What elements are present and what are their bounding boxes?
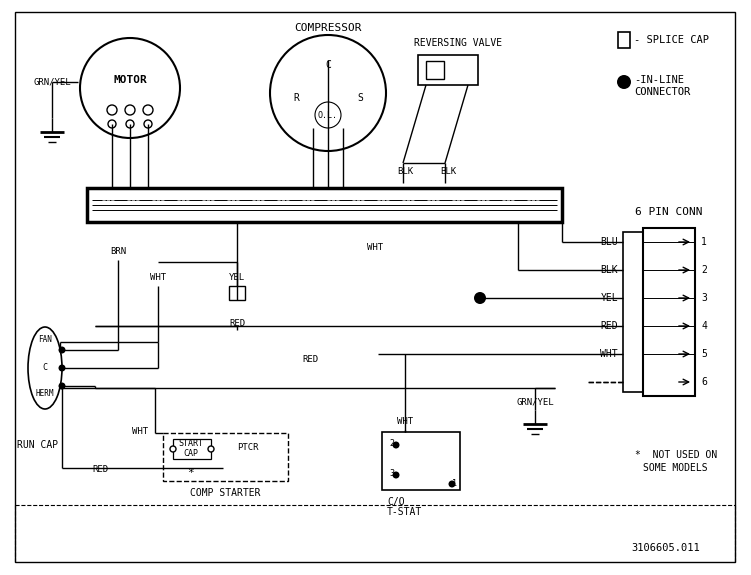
Text: COMPRESSOR: COMPRESSOR [294,23,362,33]
Bar [623,232,643,392]
Circle shape [315,102,341,128]
Text: RED: RED [302,355,318,365]
Text: C: C [325,60,331,70]
Circle shape [393,472,400,478]
Circle shape [125,105,135,115]
Text: YEL: YEL [229,274,245,282]
Text: SOME MODELS: SOME MODELS [643,463,707,473]
Circle shape [448,481,456,488]
Text: 6 PIN CONN: 6 PIN CONN [635,207,703,217]
Text: 2: 2 [389,439,394,448]
Text: 4: 4 [701,321,707,331]
Text: REVERSING VALVE: REVERSING VALVE [414,38,502,48]
Circle shape [617,75,631,89]
Text: 5: 5 [701,349,707,359]
Text: WHT: WHT [600,349,618,359]
Circle shape [80,38,180,138]
Text: BLK: BLK [397,167,413,177]
Circle shape [170,446,176,452]
Text: S: S [357,93,363,103]
Circle shape [143,105,153,115]
Text: WHT: WHT [397,417,413,427]
Text: RUN CAP: RUN CAP [17,440,59,450]
Text: RED: RED [92,466,108,474]
Text: RED: RED [229,319,245,328]
Ellipse shape [28,327,62,409]
Text: R: R [293,93,299,103]
Text: 6: 6 [701,377,707,387]
Text: WHT: WHT [150,274,166,282]
Bar [426,61,444,79]
Text: MOTOR: MOTOR [113,75,147,85]
Text: START: START [179,439,204,447]
Text: WHT: WHT [367,243,383,252]
Circle shape [59,347,65,354]
Bar [618,32,630,48]
Text: BRN: BRN [110,247,126,256]
Circle shape [108,120,116,128]
Text: HERM: HERM [36,389,54,398]
Bar [87,188,562,222]
Text: WHT: WHT [132,427,148,436]
Text: GRN/YEL: GRN/YEL [33,78,71,86]
Circle shape [59,382,65,389]
Text: - SPLICE CAP: - SPLICE CAP [634,35,709,45]
Circle shape [126,120,134,128]
Text: 3: 3 [389,470,394,478]
Text: O.L.: O.L. [318,110,338,120]
Text: CAP: CAP [183,448,198,458]
Text: BLK: BLK [440,167,456,177]
Text: PTCR: PTCR [237,443,259,453]
Circle shape [474,292,486,304]
Text: -IN-LINE: -IN-LINE [634,75,684,85]
Bar [643,228,695,396]
Bar [173,439,211,459]
Text: C: C [43,363,47,373]
Text: T-STAT: T-STAT [387,507,422,517]
Text: RED: RED [600,321,618,331]
Text: BLU: BLU [600,237,618,247]
Text: C/O: C/O [387,497,405,507]
Circle shape [144,120,152,128]
Circle shape [59,365,65,371]
Circle shape [270,35,386,151]
Text: FAN: FAN [38,335,52,344]
Text: GRN/YEL: GRN/YEL [516,397,553,407]
Bar [382,432,460,490]
Text: 1: 1 [452,480,457,489]
Text: 3106605.011: 3106605.011 [632,543,700,553]
Bar [163,433,288,481]
Bar [229,286,245,300]
Text: *  NOT USED ON: * NOT USED ON [635,450,717,460]
Text: 2: 2 [701,265,707,275]
Circle shape [107,105,117,115]
Bar [418,55,478,85]
Text: 1: 1 [701,237,707,247]
Text: *: * [188,468,195,478]
Circle shape [208,446,214,452]
Text: BLK: BLK [600,265,618,275]
Text: CONNECTOR: CONNECTOR [634,87,690,97]
Text: COMP STARTER: COMP STARTER [190,488,261,498]
Text: YEL: YEL [600,293,618,303]
Text: 3: 3 [701,293,707,303]
Circle shape [393,442,400,448]
